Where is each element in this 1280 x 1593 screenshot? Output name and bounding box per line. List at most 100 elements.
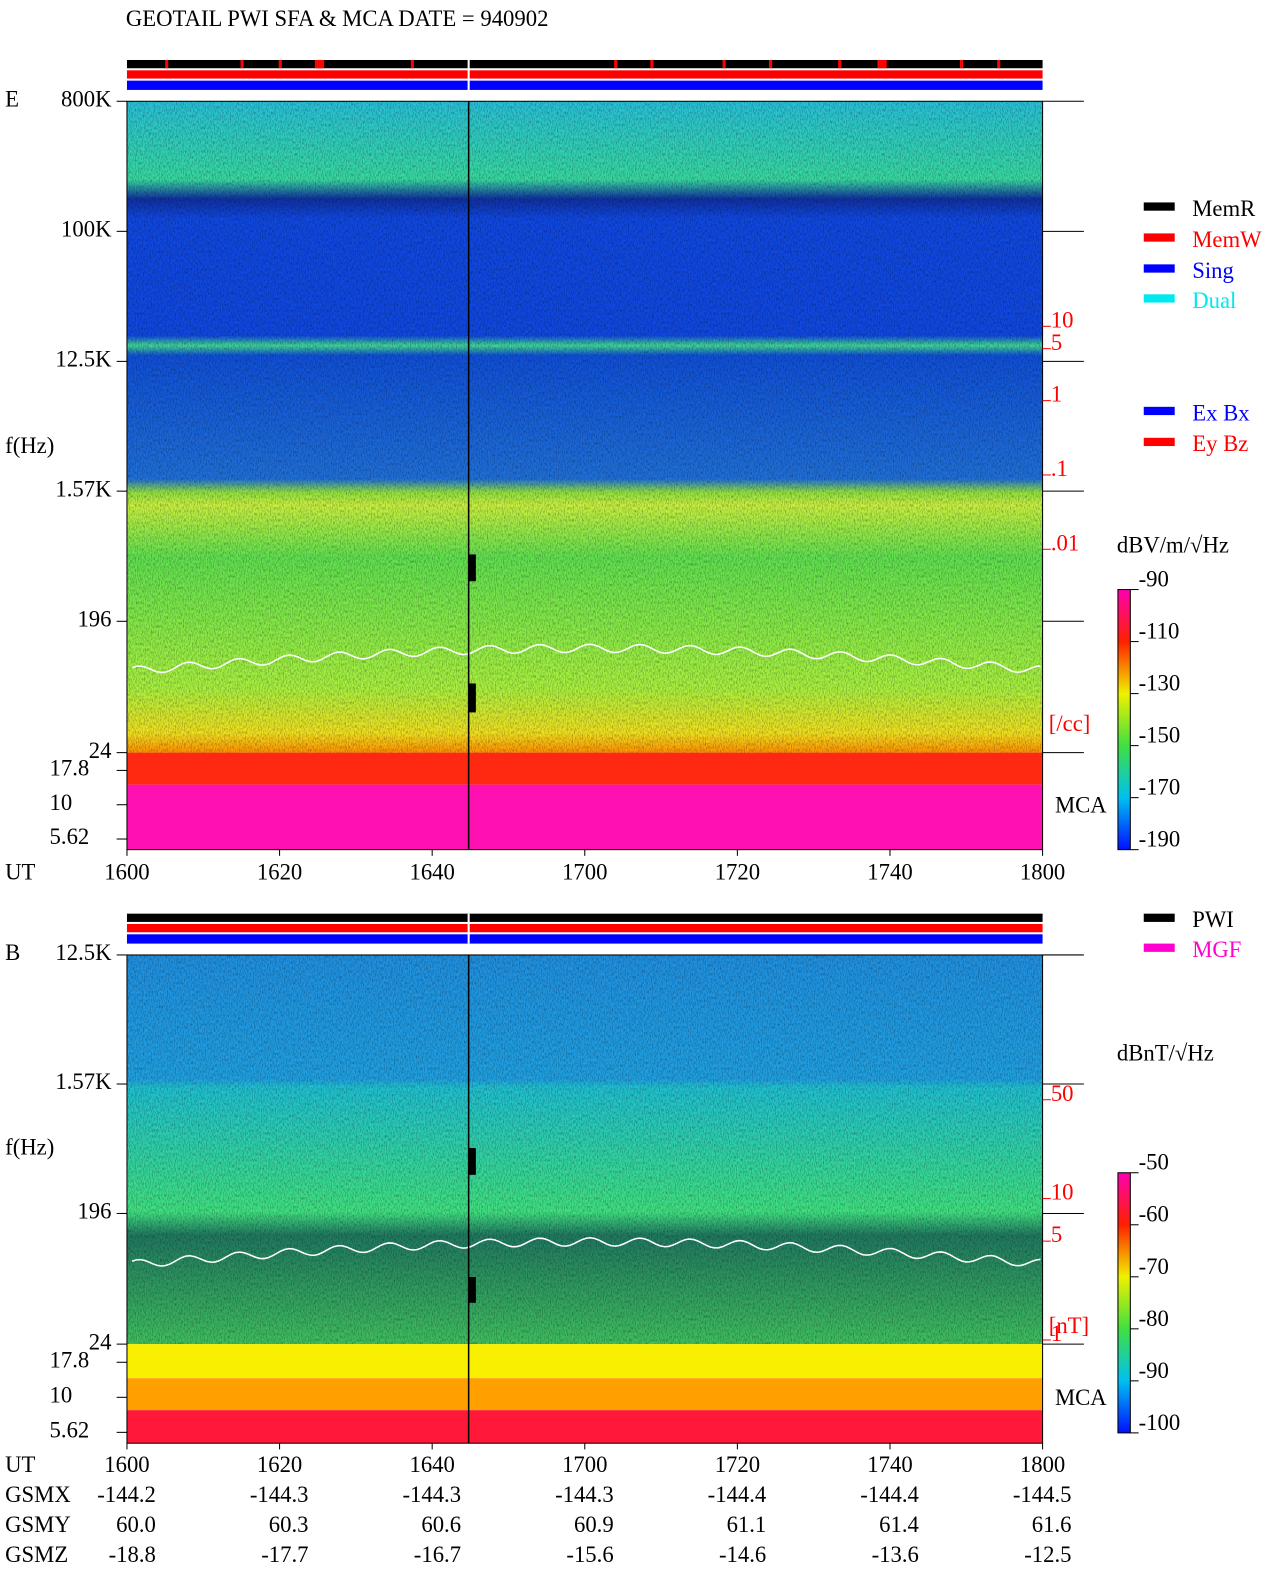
orbit-value: 61.4	[879, 1512, 919, 1537]
orbit-value: -144.4	[860, 1482, 919, 1507]
orbit-value: -14.6	[719, 1542, 766, 1567]
x-tick-label: 1600	[104, 1452, 149, 1477]
orbit-value: 61.6	[1032, 1512, 1072, 1537]
colorbar-tick-label: -90	[1139, 1358, 1169, 1383]
y-tick-label: 800K	[61, 86, 112, 111]
status-tick	[278, 59, 282, 69]
legend-label: MemW	[1192, 227, 1262, 252]
orbit-value: 60.3	[269, 1512, 309, 1537]
density-trace	[131, 1237, 1041, 1267]
orbit-row-label: GSMX	[5, 1482, 71, 1507]
mca-band	[126, 1410, 1043, 1444]
legend-swatch	[1143, 264, 1175, 273]
x-tick-label: 1740	[867, 1452, 912, 1477]
colorbar	[1117, 589, 1131, 851]
orbit-row-label: GSMY	[5, 1512, 71, 1537]
colorbar-tick-label: -190	[1139, 827, 1181, 852]
orbit-value: -13.6	[872, 1542, 919, 1567]
mca-band	[126, 784, 1043, 850]
colorbar-tick-label: -60	[1139, 1202, 1169, 1227]
colorbar-tick-label: -150	[1139, 723, 1181, 748]
legend-swatch	[1143, 406, 1175, 416]
data-gap	[468, 1147, 476, 1175]
colorbar-tick-label: -170	[1139, 775, 1181, 800]
x-tick-label: 1600	[104, 860, 149, 885]
status-bar	[126, 80, 1043, 90]
orbit-value: -15.6	[566, 1542, 613, 1567]
data-gap	[468, 554, 476, 582]
legend-label: PWI	[1192, 907, 1234, 932]
panel-label: E	[5, 86, 19, 111]
x-tick-label: 1700	[562, 1452, 607, 1477]
status-tick	[877, 59, 887, 69]
y-label: f(Hz)	[5, 433, 54, 458]
data-gap	[468, 683, 476, 713]
density-tick-label: 50	[1051, 1081, 1074, 1106]
y-tick-label: 1.57K	[55, 1069, 112, 1094]
orbit-row-label: GSMZ	[5, 1542, 68, 1567]
legend-label: Ex Bx	[1192, 400, 1250, 425]
x-tick-label: 1640	[409, 860, 454, 885]
colorbar-label: dBnT/√Hz	[1117, 1040, 1214, 1065]
x-tick-label: 1620	[257, 1452, 302, 1477]
status-tick	[960, 59, 964, 69]
status-bar	[126, 913, 1043, 922]
colorbar-tick-label: -130	[1139, 671, 1181, 696]
density-tick-label: 1	[1051, 1321, 1062, 1346]
status-tick	[722, 59, 726, 69]
data-gap	[468, 1277, 476, 1303]
density-tick-label: 5	[1051, 330, 1062, 355]
colorbar-tick-label: -80	[1139, 1306, 1169, 1331]
density-tick-label: 10	[1051, 1180, 1074, 1205]
mca-label: MCA	[1055, 1385, 1107, 1410]
density-tick-label: 10	[1051, 307, 1074, 332]
status-bar	[126, 59, 1043, 69]
density-tick-label: .01	[1051, 530, 1079, 555]
orbit-value: -144.3	[250, 1482, 309, 1507]
density-unit: [/cc]	[1049, 711, 1091, 736]
legend-label: Dual	[1192, 288, 1236, 313]
panel-label: B	[5, 940, 20, 965]
orbit-value: -144.2	[97, 1482, 156, 1507]
colorbar-tick-label: -100	[1139, 1410, 1181, 1435]
y-tick-label: 24	[89, 1329, 112, 1354]
mca-tick-label: 17.8	[50, 756, 90, 781]
x-tick-label: 1800	[1020, 860, 1065, 885]
status-bar	[126, 70, 1043, 79]
colorbar-tick-label: -70	[1139, 1254, 1169, 1279]
density-tick-label: 1	[1051, 382, 1062, 407]
spectrogram-noise	[126, 101, 1043, 753]
colorbar-tick-label: -50	[1139, 1150, 1169, 1175]
mca-band	[126, 1378, 1043, 1411]
orbit-value: -17.7	[261, 1542, 308, 1567]
status-bar	[126, 934, 1043, 944]
legend-swatch	[1143, 913, 1175, 922]
status-tick	[769, 59, 773, 69]
density-tick-label: .1	[1051, 456, 1068, 481]
legend-swatch	[1143, 437, 1175, 447]
status-tick	[997, 59, 1001, 69]
legend-swatch	[1143, 294, 1175, 303]
spectrogram-noise	[126, 954, 1043, 1345]
y-tick-label: 100K	[61, 217, 112, 242]
y-tick-label: 1.57K	[55, 476, 112, 501]
orbit-value: -144.5	[1013, 1482, 1072, 1507]
orbit-value: -16.7	[414, 1542, 461, 1567]
legend-label: Sing	[1192, 258, 1234, 283]
x-tick-label: 1640	[409, 1452, 454, 1477]
y-tick-label: 12.5K	[55, 940, 112, 965]
orbit-value: 60.9	[574, 1512, 614, 1537]
mca-tick-label: 17.8	[50, 1347, 90, 1372]
orbit-value: -18.8	[109, 1542, 156, 1567]
x-tick-label: 1700	[562, 860, 607, 885]
x-tick-label: 1740	[867, 860, 912, 885]
x-tick-label: 1720	[715, 1452, 760, 1477]
orbit-value: 60.6	[421, 1512, 461, 1537]
orbit-value: 61.1	[727, 1512, 767, 1537]
colorbar-label: dBV/m/√Hz	[1117, 532, 1229, 557]
mca-label: MCA	[1055, 793, 1107, 818]
status-tick	[240, 59, 244, 69]
legend-swatch	[1143, 943, 1175, 952]
